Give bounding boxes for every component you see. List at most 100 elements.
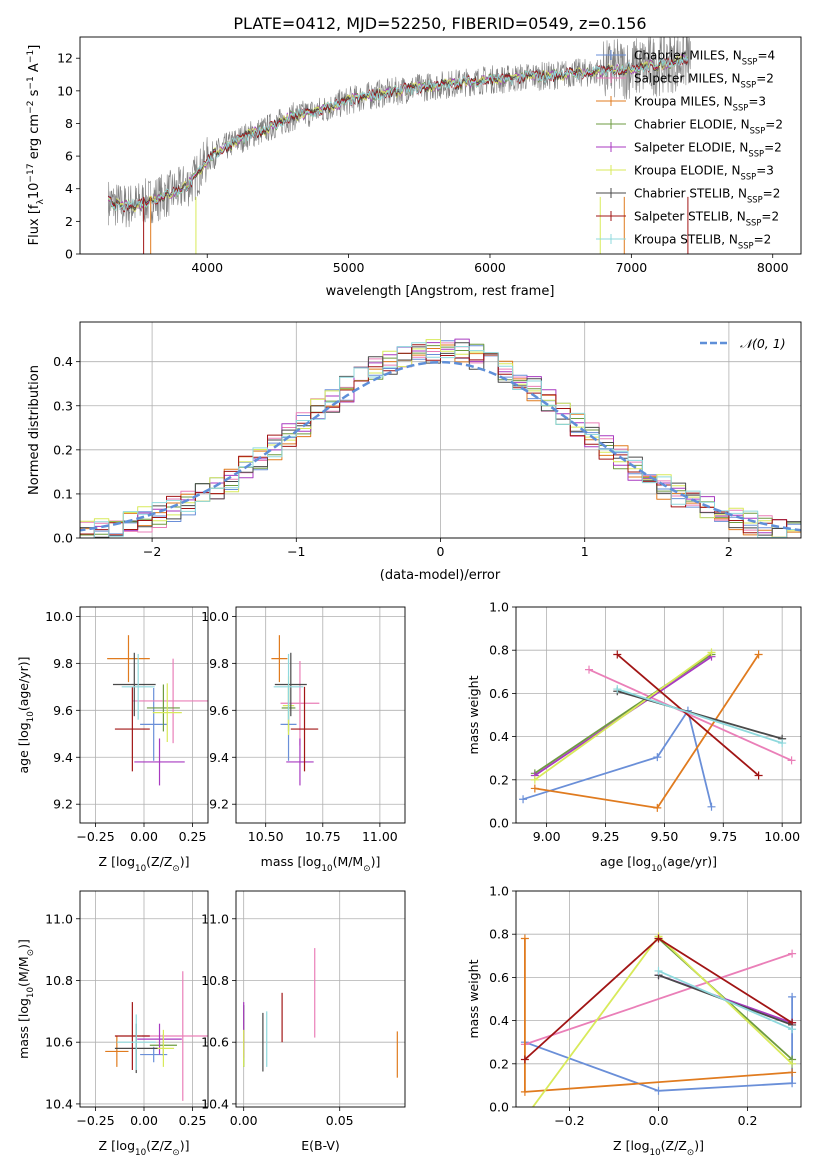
y-tick-label-part: 9.6: [53, 703, 73, 718]
y-tick-label: 0.2: [489, 772, 509, 787]
y-tick-label-part: 10.8: [201, 973, 229, 988]
y-tick-label: 10.6: [45, 1035, 73, 1050]
model-spectrum-8: [107, 55, 688, 212]
y-tick-label: 0.4: [489, 1013, 509, 1028]
weight-line-7: [616, 653, 760, 777]
x-tick-label: −1: [287, 544, 305, 559]
x-tick-label: 4000: [191, 260, 223, 275]
weight-marker: [613, 650, 622, 659]
weight-marker: [653, 753, 662, 762]
chart-mass-vs-EBV: 0.00 0.05 10.4 10.6 10.8 11.0 E(B-V): [201, 890, 406, 1153]
y-tick-label: 10: [57, 83, 73, 98]
x-tick-label-part: 6000: [474, 260, 506, 275]
x-tick-label-part: 0.2: [738, 1113, 758, 1128]
x-tick-label: 7000: [615, 260, 647, 275]
x-tick-label: 0.2: [738, 1113, 758, 1128]
y-tick-label: 0.6: [489, 686, 509, 701]
y-tick-label: 10.0: [45, 609, 73, 624]
y-tick-label: 0.2: [53, 442, 73, 457]
legend-entry-part: SSP: [741, 172, 757, 182]
x-tick-label-part: 1: [581, 544, 589, 559]
x-tick-label: 6000: [474, 260, 506, 275]
y-tick-label-part: 10.6: [201, 1035, 229, 1050]
axes-frame: [235, 606, 406, 824]
x-tick-label-part: 0: [437, 544, 445, 559]
weight-marker: [520, 934, 529, 943]
legend-entry-part: SSP: [741, 80, 757, 90]
y-axis-label-part: s: [27, 89, 42, 100]
x-tick-label: 0.00: [130, 1113, 158, 1128]
y-axis-label-part: mass weight: [466, 675, 481, 754]
weight-line-8: [617, 688, 783, 744]
y-tick-label-part: 0.6: [489, 970, 509, 985]
legend-entry-part: =2: [764, 141, 782, 155]
y-tick-label: 0.8: [489, 927, 509, 942]
y-axis-label: mass weight: [466, 675, 481, 754]
y-tick-label-part: 11.0: [45, 911, 73, 926]
x-tick-label: 10.75: [305, 829, 341, 844]
x-axis-label: Z [log10(Z/Z⊙)]: [99, 854, 190, 874]
x-axis-label-part: 10: [135, 1148, 146, 1158]
weight-marker: [654, 934, 663, 943]
legend-entry-part: SSP: [742, 57, 758, 67]
y-tick-label: 0: [65, 247, 73, 262]
weight-marker: [788, 949, 797, 958]
legend-entry-part: Salpeter ELODIE, N: [634, 141, 748, 155]
histogram-8: [80, 342, 801, 538]
y-tick-label: 4: [65, 181, 73, 196]
x-tick-label-part: 5000: [333, 260, 365, 275]
chart-age-vs-mass: 10.50 10.75 11.00 9.2 9.4 9.6 9.8 10.0 mass [log…: [201, 606, 406, 874]
y-tick-label-part: 10.0: [201, 609, 229, 624]
plot-area-age-vs-Z: [107, 635, 208, 786]
x-tick-label: 0.25: [179, 829, 207, 844]
chart-weight-vs-Z: −0.2 0.0 0.2 0.0 0.2 0.4 0.6 0.8 1.0 Z [log10(Z/Z…: [466, 884, 802, 1158]
x-tick-label-part: 8000: [757, 260, 789, 275]
chart-spectrum: 4000 5000 6000 7000 8000 0 2 4 6 8 10 12 wavelength …: [26, 36, 802, 299]
y-tick-label-part: 8: [65, 116, 73, 131]
x-tick-label: −0.25: [76, 1113, 114, 1128]
y-tick-label-part: 9.6: [209, 703, 229, 718]
weight-marker: [754, 771, 763, 780]
y-tick-label: 9.8: [209, 656, 229, 671]
weight-line-6: [617, 690, 783, 740]
x-tick-label: −2: [143, 544, 161, 559]
y-tick-label-part: 0.4: [489, 1013, 509, 1028]
x-tick-label: 9.75: [709, 829, 737, 844]
x-tick-label-part: 7000: [615, 260, 647, 275]
x-tick-label-part: 10.00: [764, 829, 800, 844]
x-axis-label-part: E(B-V): [301, 1138, 340, 1153]
legend-entry-part: Salpeter STELIB, N: [634, 210, 746, 224]
y-axis-label-part: (age/yr)]: [16, 656, 31, 711]
weight-marker: [778, 739, 787, 748]
weight-marker: [707, 648, 716, 657]
y-tick-label-part: 0.0: [53, 531, 73, 546]
chart-age-vs-Z: −0.25 0.00 0.259.29.49.69.810.0Z [log10(Z/…: [16, 606, 209, 874]
x-tick-label: 11.00: [362, 829, 398, 844]
y-tick-label: 8: [65, 116, 73, 131]
x-axis-label-part: 10: [321, 864, 332, 874]
y-axis-label-part: A: [27, 63, 42, 76]
x-axis-label: Z [log10(Z/Z⊙)]: [99, 1138, 190, 1158]
y-tick-label-part: 9.4: [209, 750, 229, 765]
x-axis-label-part: ⊙: [687, 1148, 694, 1158]
x-tick-label: −0.2: [554, 1113, 584, 1128]
x-tick-label-part: −0.25: [76, 829, 114, 844]
x-axis-label: (data-model)/error: [380, 568, 501, 583]
y-tick-label-part: 0.0: [489, 1100, 509, 1115]
y-tick-label-part: 12: [57, 51, 73, 66]
axes-frame: [235, 890, 406, 1108]
weight-marker: [788, 1068, 797, 1077]
y-tick-label-part: 2: [65, 214, 73, 229]
plot-area-mass-vs-EBV: [243, 948, 398, 1078]
legend-entry: Chabrier ELODIE, NSSP=2: [634, 118, 783, 136]
weight-line-8: [658, 970, 793, 1031]
x-axis-label-part: age [log: [600, 854, 651, 869]
y-tick-label-part: 0.1: [53, 486, 73, 501]
x-tick-label-part: 0.00: [130, 829, 158, 844]
x-axis-label-part: ⊙: [172, 1148, 179, 1158]
legend-entry-part: =3: [756, 164, 774, 178]
y-tick-label: 0.4: [53, 354, 73, 369]
weight-marker: [521, 1114, 529, 1122]
